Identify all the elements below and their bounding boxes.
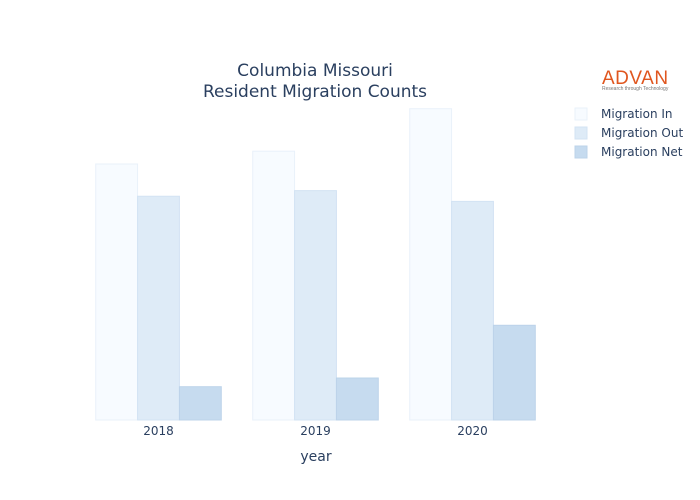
bar-migration-net-2019: [335, 377, 379, 421]
bar-migration-in-2018: [95, 163, 139, 421]
legend-swatch-migration-in[interactable]: [574, 107, 588, 121]
x-axis-ticks: 2018 2019 2020: [143, 424, 488, 438]
legend-swatch-migration-out[interactable]: [574, 126, 588, 140]
legend-label-migration-out[interactable]: Migration Out: [601, 126, 683, 140]
bar-migration-in-2020: [409, 108, 453, 421]
bar-migration-out-2020: [451, 200, 494, 421]
chart-title: Columbia Missouri Resident Migration Cou…: [203, 61, 427, 102]
bar-migration-out-2019: [294, 190, 337, 421]
legend-label-migration-net[interactable]: Migration Net: [601, 145, 683, 159]
bar-migration-net-2018: [178, 386, 222, 421]
chart-title-line-2: Resident Migration Counts: [203, 82, 427, 102]
logo-tagline: Research through Technology: [602, 86, 669, 92]
bars-group: [95, 108, 536, 421]
bar-migration-out-2018: [137, 195, 180, 421]
legend-swatch-migration-net[interactable]: [574, 145, 588, 159]
legend: Migration In Migration Out Migration Net: [574, 107, 683, 159]
x-tick-label-2020: 2020: [457, 424, 488, 438]
x-tick-label-2018: 2018: [143, 424, 174, 438]
x-axis-title: year: [300, 449, 331, 465]
advan-logo: ADVAN Research through Technology: [602, 68, 669, 92]
legend-label-migration-in[interactable]: Migration In: [601, 107, 673, 121]
bar-migration-net-2020: [492, 324, 536, 421]
logo-wordmark: ADVAN: [602, 68, 669, 89]
bar-migration-in-2019: [252, 150, 296, 421]
x-tick-label-2019: 2019: [300, 424, 331, 438]
chart-title-line-1: Columbia Missouri: [237, 61, 393, 81]
